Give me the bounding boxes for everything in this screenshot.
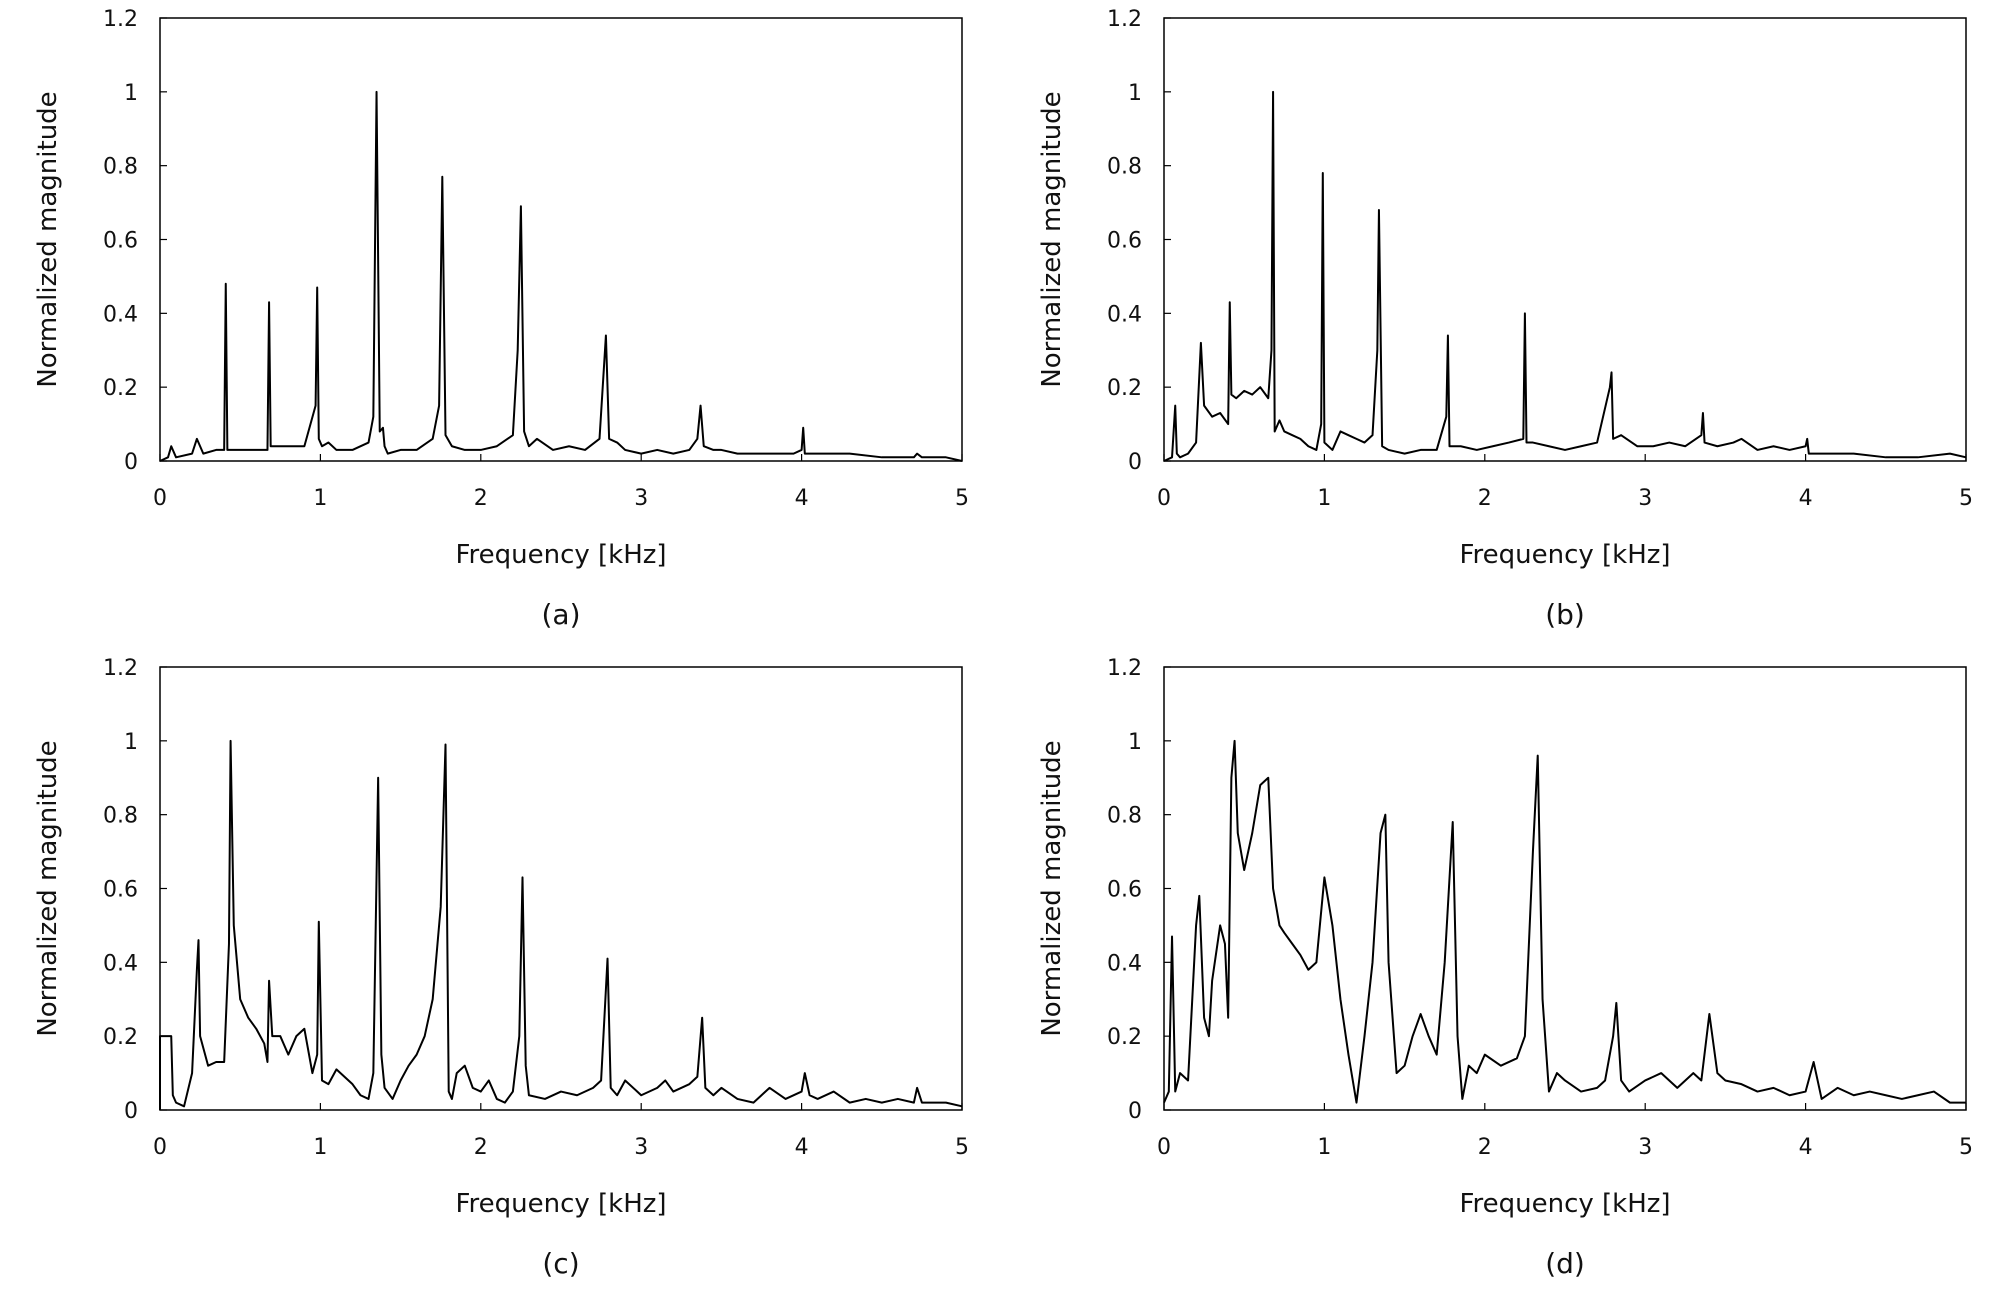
x-tick-label: 4: [795, 486, 809, 511]
x-tick-label: 0: [153, 1135, 167, 1160]
x-axis-title: Frequency [kHz]: [455, 1189, 666, 1219]
chart-panel-a: 0 0.2 0.4 0.6 0.8 1 1.2 0 1 2 3 4 5 Frequency [kHz] No…: [0, 0, 1004, 649]
spectrum-line: [159, 90, 963, 462]
y-tick-label: 1: [1128, 730, 1142, 755]
x-tick-label: 2: [1478, 486, 1492, 511]
y-tick-label: 0.8: [1107, 804, 1142, 829]
x-tick-label: 4: [1799, 1135, 1813, 1160]
y-tick-label: 0: [124, 450, 138, 475]
y-tick-label: 0.8: [103, 155, 138, 180]
y-tick-label: 0.6: [1107, 229, 1142, 254]
x-tick-label: 0: [153, 486, 167, 511]
x-tick-label: 5: [955, 486, 969, 511]
x-tick-label: 4: [1799, 486, 1813, 511]
spectrum-line: [1163, 90, 1967, 462]
panel-caption: (b): [1545, 598, 1585, 631]
y-tick-label: 0.6: [103, 878, 138, 903]
x-tick-label: 3: [1638, 1135, 1652, 1160]
x-tick-label: 3: [634, 1135, 648, 1160]
y-tick-label: 0: [1128, 1099, 1142, 1124]
chart-panel-d: 0 0.2 0.4 0.6 0.8 1 1.2 0 1 2 3 4 5 Frequency [kHz] No…: [1004, 649, 2008, 1298]
y-tick-label: 0.4: [1107, 951, 1142, 976]
y-axis-title: Normalized magnitude: [1037, 91, 1067, 387]
plot-frame: [159, 666, 963, 1111]
y-tick-label: 1.2: [1107, 656, 1142, 681]
x-axis-title: Frequency [kHz]: [1459, 540, 1670, 570]
y-tick-label: 0.2: [103, 376, 138, 401]
chart-svg-b: 0 0.2 0.4 0.6 0.8 1 1.2 0 1 2 3 4 5 Frequency [kHz] No…: [1037, 7, 1973, 631]
y-tick-label: 0.8: [1107, 155, 1142, 180]
x-tick-label: 5: [1959, 1135, 1973, 1160]
y-tick-label: 0.2: [1107, 376, 1142, 401]
y-tick-label: 1: [1128, 81, 1142, 106]
y-tick-label: 0: [1128, 450, 1142, 475]
x-tick-label: 1: [313, 1135, 327, 1160]
y-tick-label: 1.2: [1107, 7, 1142, 32]
x-tick-label: 2: [474, 486, 488, 511]
y-tick-label: 0.6: [1107, 878, 1142, 903]
x-axis-title: Frequency [kHz]: [1459, 1189, 1670, 1219]
y-tick-label: 0.8: [103, 804, 138, 829]
plot-frame: [159, 17, 963, 462]
y-tick-label: 0.4: [103, 302, 138, 327]
chart-svg-d: 0 0.2 0.4 0.6 0.8 1 1.2 0 1 2 3 4 5 Frequency [kHz] No…: [1037, 656, 1973, 1280]
y-axis-title: Normalized magnitude: [33, 740, 63, 1036]
x-tick-label: 2: [1478, 1135, 1492, 1160]
x-tick-label: 1: [1317, 1135, 1331, 1160]
panel-caption: (d): [1545, 1247, 1585, 1280]
y-tick-label: 0.4: [1107, 302, 1142, 327]
y-axis-title: Normalized magnitude: [33, 91, 63, 387]
x-tick-label: 5: [1959, 486, 1973, 511]
x-tick-label: 1: [1317, 486, 1331, 511]
x-tick-label: 0: [1157, 1135, 1171, 1160]
x-axis-title: Frequency [kHz]: [455, 540, 666, 570]
panel-caption: (c): [542, 1247, 579, 1280]
x-tick-label: 3: [634, 486, 648, 511]
spectrum-line: [159, 739, 963, 1110]
y-tick-label: 0.2: [103, 1025, 138, 1050]
y-tick-label: 0: [124, 1099, 138, 1124]
x-tick-label: 4: [795, 1135, 809, 1160]
panel-caption: (a): [541, 598, 580, 631]
chart-svg-c: 0 0.2 0.4 0.6 0.8 1 1.2 0 1 2 3 4 5 Frequency [kHz] No…: [33, 656, 969, 1280]
plot-frame: [1163, 17, 1967, 462]
y-tick-label: 1: [124, 730, 138, 755]
y-tick-label: 1: [124, 81, 138, 106]
y-tick-label: 0.2: [1107, 1025, 1142, 1050]
spectrum-line: [1163, 739, 1966, 1104]
plot-frame: [1163, 666, 1967, 1111]
x-tick-label: 5: [955, 1135, 969, 1160]
chart-panel-c: 0 0.2 0.4 0.6 0.8 1 1.2 0 1 2 3 4 5 Frequency [kHz] No…: [0, 649, 1004, 1298]
y-tick-label: 1.2: [103, 7, 138, 32]
x-tick-label: 2: [474, 1135, 488, 1160]
x-tick-label: 1: [313, 486, 327, 511]
x-tick-label: 3: [1638, 486, 1652, 511]
y-axis-title: Normalized magnitude: [1037, 740, 1067, 1036]
chart-panel-b: 0 0.2 0.4 0.6 0.8 1 1.2 0 1 2 3 4 5 Frequency [kHz] No…: [1004, 0, 2008, 649]
y-tick-label: 0.4: [103, 951, 138, 976]
y-tick-label: 0.6: [103, 229, 138, 254]
y-tick-label: 1.2: [103, 656, 138, 681]
chart-svg-a: 0 0.2 0.4 0.6 0.8 1 1.2 0 1 2 3 4 5 Frequency [kHz] No…: [33, 7, 969, 631]
x-tick-label: 0: [1157, 486, 1171, 511]
